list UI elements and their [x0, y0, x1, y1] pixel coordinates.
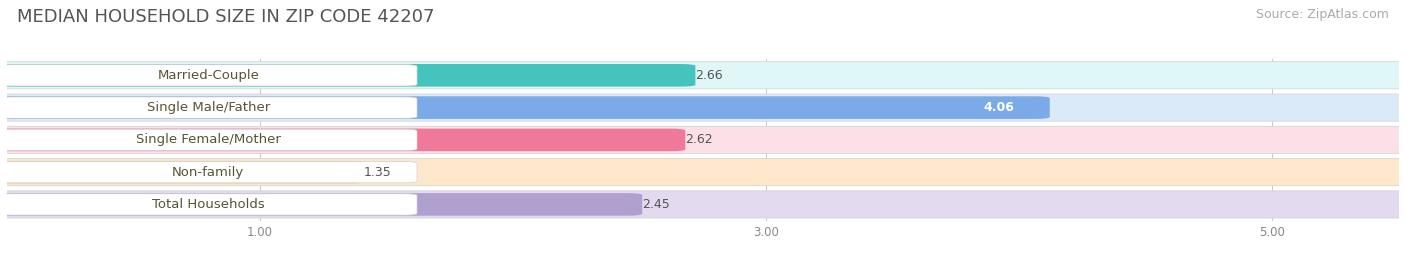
Text: Total Households: Total Households [152, 198, 264, 211]
FancyBboxPatch shape [0, 97, 418, 118]
FancyBboxPatch shape [0, 64, 696, 87]
Text: 2.62: 2.62 [685, 133, 713, 146]
FancyBboxPatch shape [0, 94, 1406, 121]
Text: Single Male/Father: Single Male/Father [146, 101, 270, 114]
FancyBboxPatch shape [0, 161, 418, 183]
FancyBboxPatch shape [0, 159, 1406, 186]
FancyBboxPatch shape [0, 62, 1406, 89]
FancyBboxPatch shape [0, 126, 1406, 153]
Text: Source: ZipAtlas.com: Source: ZipAtlas.com [1256, 8, 1389, 21]
FancyBboxPatch shape [0, 193, 643, 216]
FancyBboxPatch shape [0, 194, 418, 215]
Text: Married-Couple: Married-Couple [157, 69, 259, 82]
FancyBboxPatch shape [0, 191, 1406, 218]
FancyBboxPatch shape [0, 129, 418, 151]
Text: Single Female/Mother: Single Female/Mother [136, 133, 281, 146]
Text: 4.06: 4.06 [983, 101, 1014, 114]
Text: 2.45: 2.45 [643, 198, 671, 211]
Text: Non-family: Non-family [172, 166, 245, 179]
Text: 2.66: 2.66 [696, 69, 723, 82]
Text: MEDIAN HOUSEHOLD SIZE IN ZIP CODE 42207: MEDIAN HOUSEHOLD SIZE IN ZIP CODE 42207 [17, 8, 434, 26]
FancyBboxPatch shape [0, 65, 418, 86]
FancyBboxPatch shape [0, 129, 685, 151]
Text: 1.35: 1.35 [364, 166, 392, 179]
FancyBboxPatch shape [0, 161, 364, 183]
FancyBboxPatch shape [0, 96, 1050, 119]
